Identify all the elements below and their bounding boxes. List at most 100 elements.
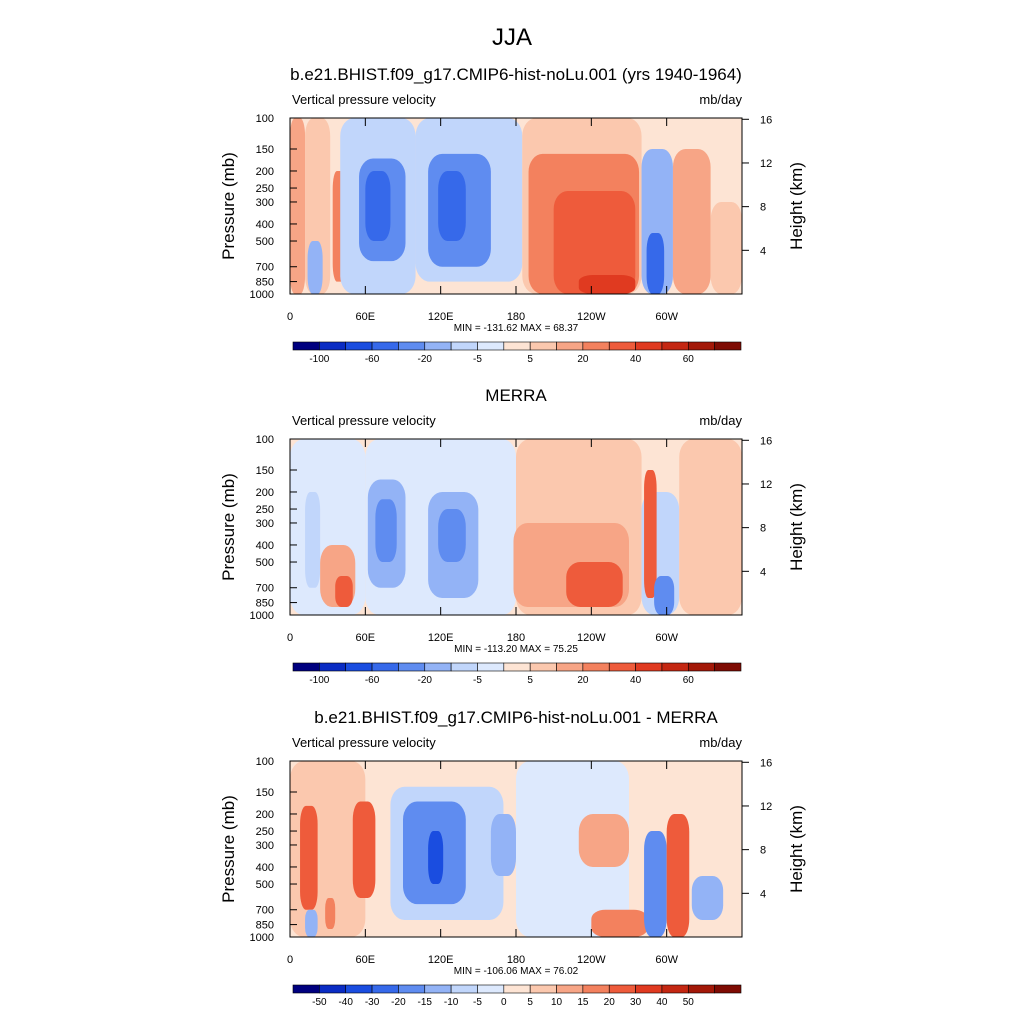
colorbar-label: -20 bbox=[391, 997, 406, 1008]
contour-region bbox=[365, 170, 391, 242]
colorbar-label: 5 bbox=[527, 997, 533, 1008]
colorbar-swatch bbox=[371, 662, 399, 672]
colorbar-swatch bbox=[687, 341, 715, 351]
contour-region bbox=[375, 499, 397, 563]
main-title: JJA bbox=[492, 24, 532, 51]
x-tick-label: 120E bbox=[428, 311, 454, 323]
colorbar-label: 5 bbox=[527, 675, 533, 686]
colorbar-label: 5 bbox=[527, 354, 533, 365]
colorbar-label: -5 bbox=[473, 997, 482, 1008]
colorbar-swatch bbox=[424, 662, 452, 672]
contour-region bbox=[553, 191, 636, 294]
colorbar-swatch bbox=[319, 341, 347, 351]
x-tick-label: 60E bbox=[356, 954, 376, 966]
colorbar-swatch bbox=[661, 984, 689, 994]
x-tick-label: 120W bbox=[577, 954, 606, 966]
colorbar-swatch bbox=[292, 341, 320, 351]
colorbar-swatch bbox=[635, 341, 663, 351]
colorbar-label: 40 bbox=[630, 354, 642, 365]
x-tick-label: 180 bbox=[507, 632, 525, 644]
colorbar-label: 20 bbox=[577, 354, 589, 365]
colorbar-swatch bbox=[477, 984, 505, 994]
y-tick-label: 100 bbox=[256, 756, 274, 768]
colorbar-swatch bbox=[292, 662, 320, 672]
colorbar-label: -50 bbox=[312, 997, 327, 1008]
contour-region bbox=[566, 562, 623, 607]
contour-region bbox=[307, 241, 323, 294]
variable-label: Vertical pressure velocity bbox=[292, 92, 436, 107]
colorbar: -50 -40 -30 -20 -15 -10 -5 0 5 10 15 20 30 40 50 bbox=[292, 984, 742, 1008]
height-tick-label: 12 bbox=[760, 479, 772, 491]
colorbar-label: -60 bbox=[365, 354, 380, 365]
contour-region bbox=[654, 575, 675, 615]
colorbar-label: 0 bbox=[501, 997, 507, 1008]
colorbar-label: -30 bbox=[365, 997, 380, 1008]
y-tick-label: 200 bbox=[256, 487, 274, 499]
x-tick-label: 120E bbox=[428, 954, 454, 966]
colorbar-swatch bbox=[714, 984, 742, 994]
colorbar-swatch bbox=[398, 662, 426, 672]
y-axis-title: Pressure (mb) bbox=[219, 152, 238, 260]
colorbar-swatch bbox=[635, 984, 663, 994]
colorbar-swatch bbox=[556, 341, 584, 351]
right-axis-title: Height (km) bbox=[787, 162, 806, 250]
colorbar: -100 -60 -20 -5 5 20 40 60 bbox=[292, 662, 742, 686]
colorbar-swatch bbox=[687, 984, 715, 994]
y-tick-label: 400 bbox=[256, 862, 274, 874]
x-tick-label: 60E bbox=[356, 311, 376, 323]
colorbar-swatch bbox=[503, 341, 531, 351]
colorbar-swatch bbox=[503, 662, 531, 672]
colorbar-swatch bbox=[635, 662, 663, 672]
colorbar-label: -100 bbox=[309, 675, 329, 686]
contour-region bbox=[490, 813, 516, 876]
y-tick-label: 150 bbox=[256, 144, 274, 156]
height-tick-label: 16 bbox=[760, 757, 772, 769]
contour-region bbox=[428, 831, 444, 885]
contour-field bbox=[290, 118, 742, 294]
colorbar-swatch bbox=[371, 984, 399, 994]
colorbar-swatch bbox=[661, 341, 689, 351]
colorbar-label: 15 bbox=[577, 997, 589, 1008]
contour-region bbox=[516, 761, 629, 937]
y-axis-title: Pressure (mb) bbox=[219, 795, 238, 903]
y-tick-label: 1000 bbox=[250, 932, 274, 944]
units-label: mb/day bbox=[699, 413, 742, 428]
height-tick-label: 12 bbox=[760, 158, 772, 170]
colorbar-label: -15 bbox=[418, 997, 433, 1008]
colorbar-label: -5 bbox=[473, 675, 482, 686]
colorbar-swatch bbox=[608, 984, 636, 994]
colorbar-swatch bbox=[503, 984, 531, 994]
x-tick-label: 0 bbox=[287, 632, 293, 644]
x-tick-label: 60E bbox=[356, 632, 376, 644]
contour-region bbox=[290, 118, 306, 294]
colorbar-swatch bbox=[424, 341, 452, 351]
colorbar-label: 10 bbox=[551, 997, 563, 1008]
colorbar-swatch bbox=[556, 984, 584, 994]
y-tick-label: 150 bbox=[256, 787, 274, 799]
colorbar-swatch bbox=[319, 662, 347, 672]
y-tick-label: 850 bbox=[256, 277, 274, 289]
contour-region bbox=[305, 491, 321, 588]
y-tick-label: 300 bbox=[256, 840, 274, 852]
contour-region bbox=[672, 148, 711, 294]
contour-region bbox=[325, 897, 336, 929]
contour-region bbox=[300, 805, 318, 910]
contour-region bbox=[710, 201, 742, 294]
colorbar-label: -20 bbox=[418, 354, 433, 365]
right-axis-title: Height (km) bbox=[787, 805, 806, 893]
y-tick-label: 250 bbox=[256, 183, 274, 195]
y-tick-label: 700 bbox=[256, 583, 274, 595]
height-tick-label: 8 bbox=[760, 845, 766, 857]
contour-region bbox=[591, 909, 648, 937]
colorbar-label: -100 bbox=[309, 354, 329, 365]
height-tick-label: 4 bbox=[760, 566, 766, 578]
x-tick-label: 60W bbox=[655, 632, 678, 644]
colorbar-label: 30 bbox=[630, 997, 642, 1008]
y-tick-label: 400 bbox=[256, 219, 274, 231]
colorbar-swatch bbox=[477, 341, 505, 351]
units-label: mb/day bbox=[699, 735, 742, 750]
y-tick-label: 500 bbox=[256, 236, 274, 248]
y-tick-label: 500 bbox=[256, 879, 274, 891]
colorbar-swatch bbox=[450, 662, 478, 672]
